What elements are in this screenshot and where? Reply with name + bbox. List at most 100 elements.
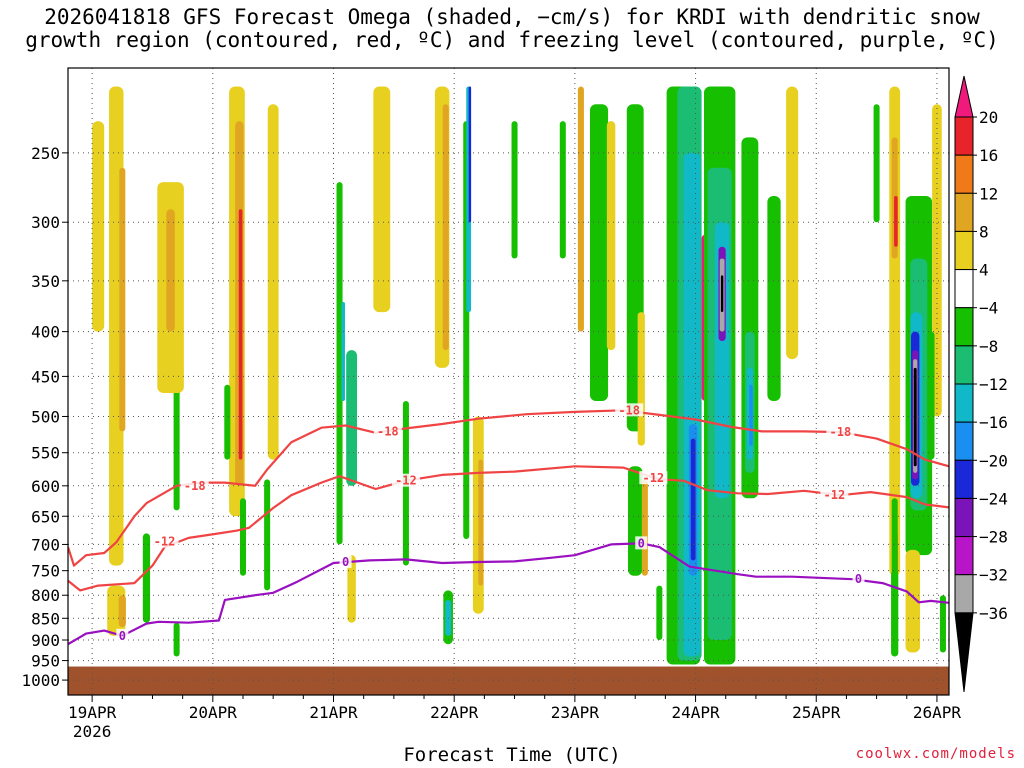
- omega-cell-46: [690, 438, 696, 561]
- omega-cell-24: [442, 104, 449, 351]
- x-tick-label-25APR: 25APR: [792, 703, 841, 722]
- y-tick-label-850: 850: [31, 609, 60, 628]
- contour-label-bg-7: [820, 488, 849, 502]
- omega-cell-34: [577, 86, 584, 332]
- chart-title: 2026041818 GFS Forecast Omega (shaded, −…: [0, 6, 1024, 52]
- y-tick-label-750: 750: [31, 562, 60, 581]
- omega-cell-53: [720, 275, 724, 313]
- grid-layer: [68, 68, 949, 695]
- y-tick-label-550: 550: [31, 444, 60, 463]
- y-tick-label-800: 800: [31, 586, 60, 605]
- colorbar-bottom-arrow: [954, 612, 974, 693]
- x-tick-label-20APR: 20APR: [189, 703, 238, 722]
- omega-cell-14: [239, 498, 247, 576]
- y-tick-label-950: 950: [31, 652, 60, 671]
- omega-cell-29: [478, 459, 484, 586]
- contour-label-6: -12: [642, 471, 664, 485]
- omega-cell-73: [905, 549, 921, 653]
- x-tick-year-label: 2026: [73, 722, 112, 741]
- contour-label-0: -18: [184, 479, 206, 493]
- chart-title-line2: growth region (contoured, red, ºC) and f…: [25, 28, 999, 52]
- plot-frame: [67, 67, 950, 696]
- omega-cell-21: [373, 86, 391, 313]
- contour-label-2: -18: [618, 403, 640, 417]
- contour-label-bg-1: [373, 424, 402, 438]
- colorbar-label-5: −4: [979, 299, 998, 318]
- omega-cell-38: [637, 312, 645, 446]
- credit-link[interactable]: coolwx.com/models: [855, 746, 1016, 762]
- contour-label-4: -12: [154, 535, 176, 549]
- x-tick-label-22APR: 22APR: [430, 703, 479, 722]
- colorbar-swatch-4: [954, 230, 974, 271]
- omega-cell-40: [641, 479, 648, 576]
- colorbar-swatch-10: [954, 459, 974, 499]
- colorbar-swatch-2: [954, 154, 974, 194]
- colorbar-label-12: −32: [979, 566, 1008, 585]
- surface-terrain: [68, 666, 949, 695]
- y-tick-label-400: 400: [31, 323, 60, 342]
- colorbar-label-11: −28: [979, 528, 1008, 547]
- surface-terrain-layer: [68, 666, 949, 695]
- colorbar-label-10: −24: [979, 489, 1008, 508]
- omega-cell-20: [347, 555, 356, 623]
- contour-label-layer: -18 -18 -18 -18 -12 -12 -12 -12 0 0 0 0: [116, 403, 865, 643]
- colorbar-swatch-9: [954, 421, 974, 461]
- omega-cell-74: [891, 570, 899, 657]
- y-tick-label-700: 700: [31, 535, 60, 554]
- contour-label-9: 0: [342, 555, 349, 569]
- omega-cell-9: [173, 622, 180, 657]
- contour-label-10: 0: [638, 536, 645, 550]
- contour-label-11: 0: [855, 572, 862, 586]
- omega-cell-57: [749, 384, 753, 446]
- omega-cell-33: [559, 121, 566, 259]
- x-axis-label: Forecast Time (UTC): [403, 744, 621, 766]
- omega-cell-17: [336, 182, 343, 545]
- contour-label-bg-5: [391, 473, 420, 487]
- contour-label-bg-9: [339, 554, 352, 568]
- contour-label-bg-3: [826, 425, 855, 439]
- colorbar-swatch-12: [954, 536, 974, 576]
- colorbar-label-7: −12: [979, 375, 1008, 394]
- omega-cell-1: [119, 167, 126, 432]
- x-tick-label-19APR: 19APR: [68, 703, 117, 722]
- omega-cell-19: [346, 350, 358, 486]
- colorbar-swatch-6: [954, 307, 974, 347]
- y-tick-label-300: 300: [31, 213, 60, 232]
- y-tick-label-600: 600: [31, 477, 60, 496]
- contour-label-1: -18: [377, 424, 399, 438]
- omega-cell-12: [238, 209, 243, 460]
- colorbar-top-arrow: [954, 75, 974, 118]
- omega-cell-77: [939, 595, 946, 653]
- omega-cell-16: [264, 479, 271, 591]
- y-axis-ticks: 250 300 350 400 450 500 550 600 650 700 750 800 850 9…: [21, 144, 68, 690]
- omega-cell-8: [166, 209, 175, 332]
- omega-cell-41: [656, 585, 663, 641]
- colorbar-label-6: −8: [979, 337, 998, 356]
- colorbar-swatch-5: [954, 269, 974, 309]
- colorbar-label-13: −36: [979, 604, 1008, 623]
- contour-label-7: -12: [824, 488, 846, 502]
- y-tick-label-250: 250: [31, 144, 60, 163]
- x-tick-label-26APR: 26APR: [913, 703, 962, 722]
- y-tick-label-900: 900: [31, 631, 60, 650]
- x-tick-label-24APR: 24APR: [671, 703, 720, 722]
- contour-label-bg-10: [635, 536, 648, 550]
- colorbar-swatch-3: [954, 192, 974, 232]
- contour-label-bg-0: [180, 478, 209, 492]
- colorbar-label-0: 20: [979, 108, 998, 127]
- omega-cell-13: [224, 384, 231, 460]
- x-axis-ticks: 19APR 20APR 21APR 22APR 23APR 24APR 25APR 26APR…: [68, 695, 961, 741]
- colorbar-label-1: 16: [979, 146, 998, 165]
- colorbar-label-4: 4: [979, 261, 989, 280]
- contour-label-8: 0: [119, 629, 126, 643]
- y-tick-label-650: 650: [31, 507, 60, 526]
- omega-cell-44: [683, 152, 701, 657]
- omega-cell-36: [606, 121, 616, 351]
- omega-cell-18: [341, 301, 345, 401]
- contour-label-bg-8: [116, 628, 129, 642]
- contour-label-bg-11: [852, 572, 865, 586]
- omega-shading-layer: [92, 86, 946, 665]
- y-tick-label-1000: 1000: [21, 671, 60, 690]
- colorbar-label-3: 8: [979, 222, 989, 241]
- colorbar-swatch-7: [954, 345, 974, 385]
